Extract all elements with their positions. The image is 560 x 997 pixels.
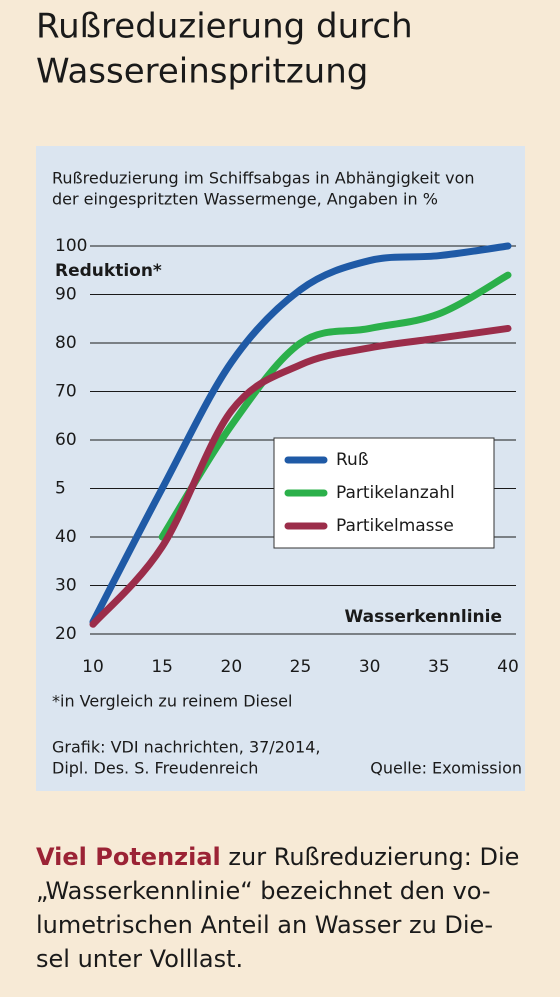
y-tick-label: 100 [55, 236, 87, 256]
y-axis-label: Reduktion* [55, 261, 162, 281]
caption-line: sel unter Volllast. [36, 945, 243, 973]
source: Quelle: Exomission [370, 759, 522, 778]
credit: Grafik: VDI nachrichten, 37/2014, [52, 738, 321, 757]
legend-label: Partikelanzahl [336, 483, 455, 503]
x-tick-label: 40 [497, 657, 519, 677]
y-tick-label: 60 [55, 430, 77, 450]
y-tick-label: 90 [55, 285, 77, 305]
caption-line: „Wasserkennlinie“ bezeichnet den vo- [36, 877, 491, 905]
credit: Dipl. Des. S. Freudenreich [52, 759, 258, 778]
plot: 20 30 40 5 60 70 80 90 100 10 15 20 25 30 35 40 Ruß Parti… [55, 236, 519, 677]
y-tick-label: 40 [55, 527, 77, 547]
x-tick-label: 15 [151, 657, 173, 677]
caption-text: zur Rußreduzierung: Die [221, 843, 520, 871]
series-line [158, 271, 512, 541]
footnote: *in Vergleich zu reinem Diesel [52, 692, 292, 711]
x-axis-label: Wasserkennlinie [345, 607, 502, 627]
x-tick-label: 10 [82, 657, 104, 677]
x-tick-label: 35 [428, 657, 450, 677]
legend-label: Partikelmasse [336, 516, 454, 536]
x-tick-label: 25 [290, 657, 312, 677]
y-tick-label: 20 [55, 624, 77, 644]
title-line: Wassereinspritzung [36, 52, 368, 92]
x-tick-label: 20 [221, 657, 243, 677]
y-tick-label: 70 [55, 382, 77, 402]
series-line [89, 324, 512, 628]
caption-line: Viel Potenzial zur Rußreduzierung: Die [36, 843, 519, 871]
legend-label: Ruß [336, 450, 369, 470]
y-tick-label: 30 [55, 576, 77, 596]
caption-line: lumetrischen Anteil an Wasser zu Die- [36, 911, 493, 939]
subtitle: Rußreduzierung im Schiffsabgas in Abhäng… [52, 169, 475, 188]
y-tick-label: 80 [55, 333, 77, 353]
subtitle: der eingespritzten Wassermenge, Angaben … [52, 190, 438, 209]
caption-lead: Viel Potenzial [36, 843, 221, 871]
x-tick-label: 30 [359, 657, 381, 677]
y-tick-label: 5 [55, 479, 66, 499]
title-line: Rußreduzierung durch [36, 7, 413, 47]
series-line [89, 242, 512, 626]
